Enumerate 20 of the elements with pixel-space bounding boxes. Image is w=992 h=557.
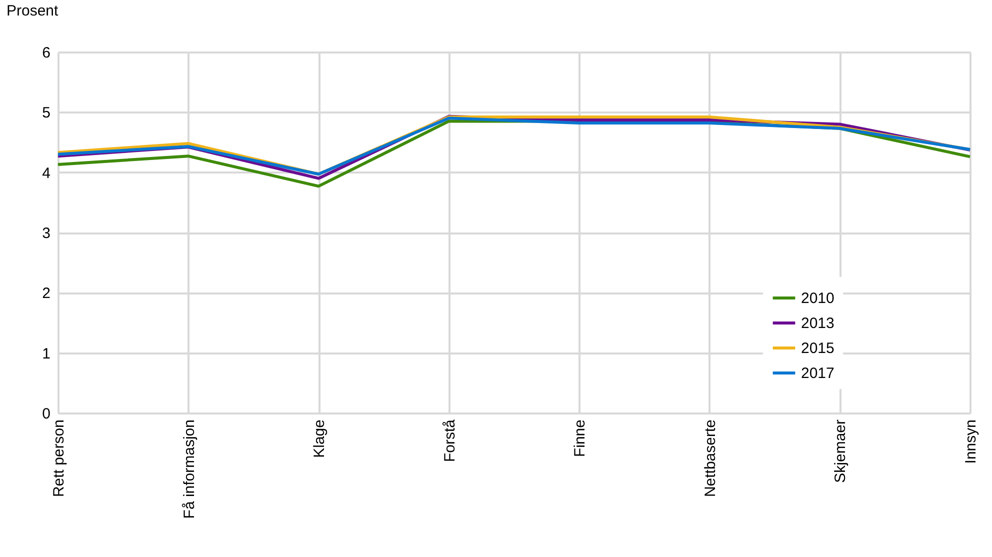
y-tick-label: 1 xyxy=(42,345,50,362)
x-tick-label: Klage xyxy=(311,420,328,458)
y-tick-label: 3 xyxy=(42,225,50,242)
x-tick-label: Rett person xyxy=(50,420,68,498)
x-tick-label: Nettbaserte xyxy=(702,420,719,498)
y-tick-label: 0 xyxy=(42,406,50,422)
x-tick-label: Finne xyxy=(572,420,589,458)
legend-label: 2010 xyxy=(801,290,834,307)
y-tick-label: 2 xyxy=(42,285,50,302)
x-tick-label: Få informasjon xyxy=(180,420,198,519)
legend-label: 2017 xyxy=(801,365,834,382)
x-tick-label: Innsyn xyxy=(962,420,980,464)
x-tick-label: Skjemaer xyxy=(832,420,850,483)
legend-label: 2015 xyxy=(801,340,834,357)
y-tick-label: 6 xyxy=(42,44,50,62)
y-axis-title: Prosent xyxy=(6,2,60,20)
y-tick-label: 4 xyxy=(42,164,50,182)
x-tick-label: Forstå xyxy=(441,418,458,462)
legend-label: 2013 xyxy=(801,315,834,332)
y-tick-label: 5 xyxy=(42,104,50,122)
